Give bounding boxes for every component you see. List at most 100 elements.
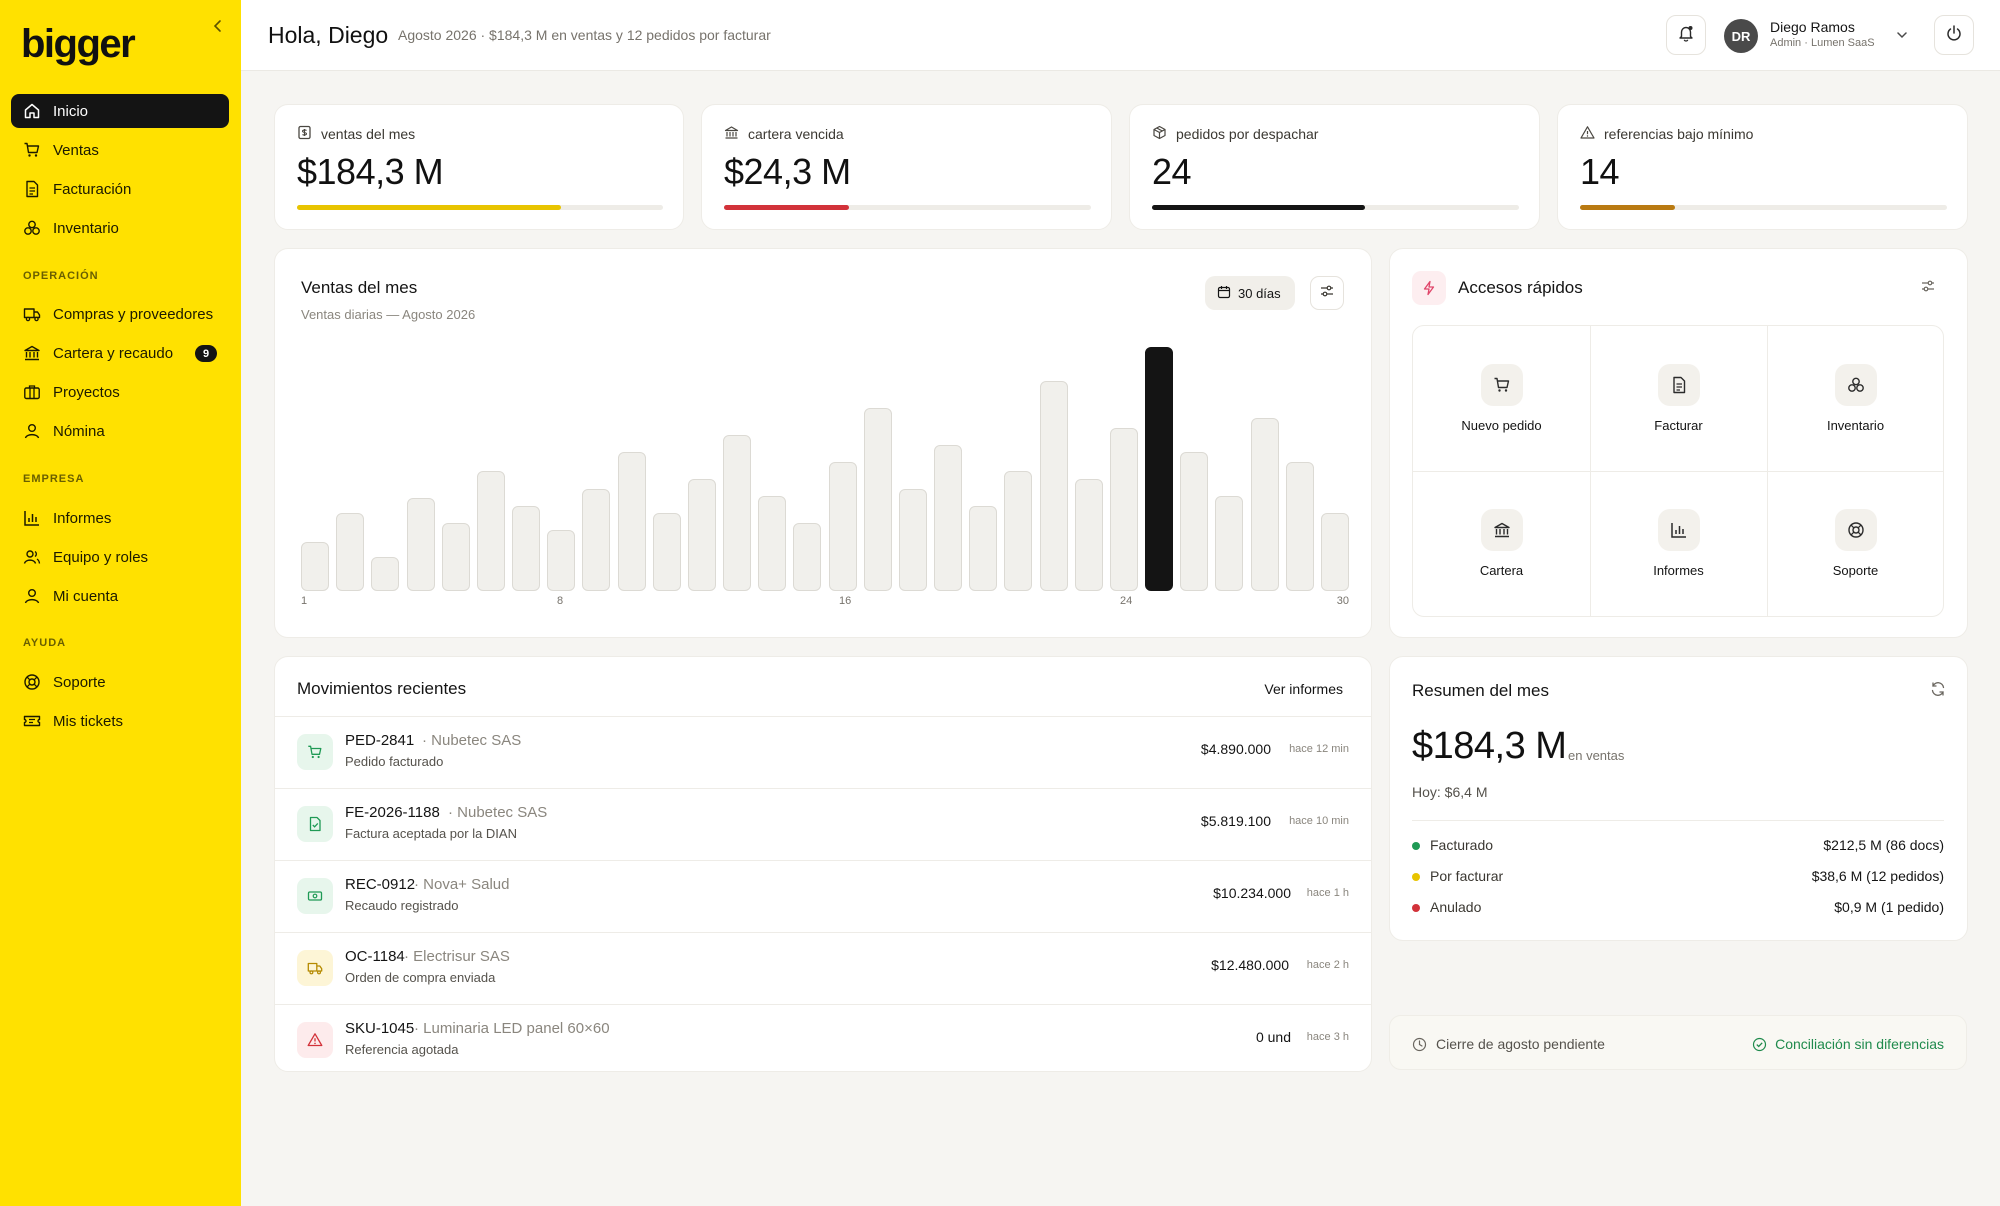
reconciliation-label: Conciliación sin diferencias [1775,1036,1944,1052]
sidebar-item-equipo[interactable]: Equipo y roles [11,540,229,574]
sidebar-item-inicio[interactable]: Inicio [11,94,229,128]
chart-bar[interactable] [1215,496,1243,591]
chart-bar[interactable] [1321,513,1349,591]
chart-bar[interactable] [793,523,821,591]
sidebar-item-informes[interactable]: Informes [11,501,229,535]
collapse-sidebar-icon[interactable] [210,16,226,36]
summary-row-value: $0,9 M (1 pedido) [1834,899,1944,915]
chart-bar[interactable] [1251,418,1279,591]
avatar[interactable]: DR [1724,19,1758,53]
logout-button[interactable] [1934,15,1974,55]
quick-access-cartera[interactable]: Cartera [1413,471,1590,616]
sidebar-item-label: Soporte [53,673,106,691]
sidebar-item-nomina[interactable]: Nómina [11,414,229,448]
kpi-label: referencias bajo mínimo [1604,126,1754,142]
sidebar-item-label: Inventario [53,219,119,237]
sidebar-item-mi-cuenta[interactable]: Mi cuenta [11,579,229,613]
sidebar-item-mis-tickets[interactable]: Mis tickets [11,704,229,738]
chart-bar[interactable] [547,530,575,591]
chart-filter-button[interactable] [1310,276,1344,310]
quick-access-facturar[interactable]: Facturar [1590,326,1767,471]
table-row[interactable]: SKU-1045 · Luminaria LED panel 60×60 Ref… [275,1004,1371,1071]
chart-bar[interactable] [934,445,962,591]
chart-bar[interactable] [1110,428,1138,591]
invoice-icon [23,180,41,198]
refresh-icon[interactable] [1930,681,1948,699]
movements-card: Movimientos recientes Ver informes PED-2… [274,656,1372,1072]
sidebar-item-label: Cartera y recaudo [53,344,174,362]
notifications-button[interactable] [1666,15,1706,55]
bell-icon [1677,24,1695,47]
chart-bar[interactable] [1180,452,1208,591]
sidebar-item-cartera[interactable]: Cartera y recaudo 9 [11,336,229,370]
chevron-down-icon[interactable] [1895,28,1909,42]
chart-bar[interactable] [1145,347,1173,591]
chart-bar[interactable] [653,513,681,591]
chart-bar[interactable] [477,471,505,591]
movements-title: Movimientos recientes [297,679,467,698]
kpi-card-ventas[interactable]: ventas del mes $184,3 M [274,104,684,230]
kpi-value: $24,3 M [724,151,851,192]
reconciliation-status[interactable]: Conciliación sin diferencias [1752,1036,1944,1052]
chart-bar[interactable] [371,557,399,591]
quick-access-label: Inventario [1826,418,1885,433]
ver-informes-link[interactable]: Ver informes [1264,681,1343,697]
quick-access-informes[interactable]: Informes [1590,471,1767,616]
lifebuoy-icon [1834,509,1877,551]
chart-bar[interactable] [1040,381,1068,591]
user-icon [23,587,41,605]
dollar-doc-icon [297,125,321,143]
chart-bar[interactable] [829,462,857,591]
kpi-card-pedidos[interactable]: pedidos por despachar 24 [1129,104,1540,230]
movement-party: · Nova+ Salud [414,876,510,893]
sidebar-item-label: Ventas [53,141,99,159]
sidebar-section-title: AYUDA [23,637,67,649]
sidebar-item-soporte[interactable]: Soporte [11,665,229,699]
date-range-button[interactable]: 30 días [1205,276,1295,310]
invoice-icon [1657,364,1700,406]
sidebar-item-inventario[interactable]: Inventario [11,211,229,245]
status-dot [1412,873,1420,881]
sidebar-item-facturacion[interactable]: Facturación [11,172,229,206]
sliders-icon[interactable] [1920,278,1938,296]
user-name[interactable]: Diego Ramos [1770,19,1855,35]
chart-bar[interactable] [864,408,892,591]
quick-access-nuevo-pedido[interactable]: Nuevo pedido [1413,326,1590,471]
table-row[interactable]: FE-2026-1188 · Nubetec SAS Factura acept… [275,788,1371,860]
chart-bar[interactable] [407,498,435,591]
users-icon [23,548,41,566]
sidebar-item-proyectos[interactable]: Proyectos [11,375,229,409]
chart-bar[interactable] [1286,462,1314,591]
movement-party: · Electrisur SAS [404,948,510,965]
chart-bar[interactable] [1075,479,1103,591]
chart-bar[interactable] [512,506,540,591]
chart-bar[interactable] [618,452,646,591]
chart-bar[interactable] [688,479,716,591]
chart-bar[interactable] [301,542,329,591]
table-row[interactable]: PED-2841 · Nubetec SAS Pedido facturado … [275,716,1371,788]
table-row[interactable]: REC-0912 · Nova+ Salud Recaudo registrad… [275,860,1371,932]
summary-row: Facturado $212,5 M (86 docs) [1412,837,1944,857]
quick-access-soporte[interactable]: Soporte [1767,471,1944,616]
chart-bar[interactable] [1004,471,1032,591]
quick-access-inventario[interactable]: Inventario [1767,326,1944,471]
chart-bar[interactable] [899,489,927,591]
chart-bar[interactable] [758,496,786,591]
table-row[interactable]: OC-1184 · Electrisur SAS Orden de compra… [275,932,1371,1004]
kpi-card-referencias[interactable]: referencias bajo mínimo 14 [1557,104,1968,230]
chart-bar[interactable] [582,489,610,591]
bar-chart-icon [1657,509,1700,551]
kpi-card-cartera[interactable]: cartera vencida $24,3 M [701,104,1112,230]
sidebar-item-label: Inicio [53,102,89,120]
movement-description: Pedido facturado [345,754,444,769]
sidebar-item-compras[interactable]: Compras y proveedores [11,297,229,331]
chart-bar[interactable] [723,435,751,591]
chart-bar[interactable] [969,506,997,591]
sidebar-item-ventas[interactable]: Ventas [11,133,229,167]
cash-icon [297,878,333,914]
chart-bar[interactable] [336,513,364,591]
chart-bar[interactable] [442,523,470,591]
movement-amount: $12.480.000 [1211,957,1289,973]
kpi-value: 14 [1580,151,1620,192]
chart-x-tick: 24 [1120,595,1133,607]
